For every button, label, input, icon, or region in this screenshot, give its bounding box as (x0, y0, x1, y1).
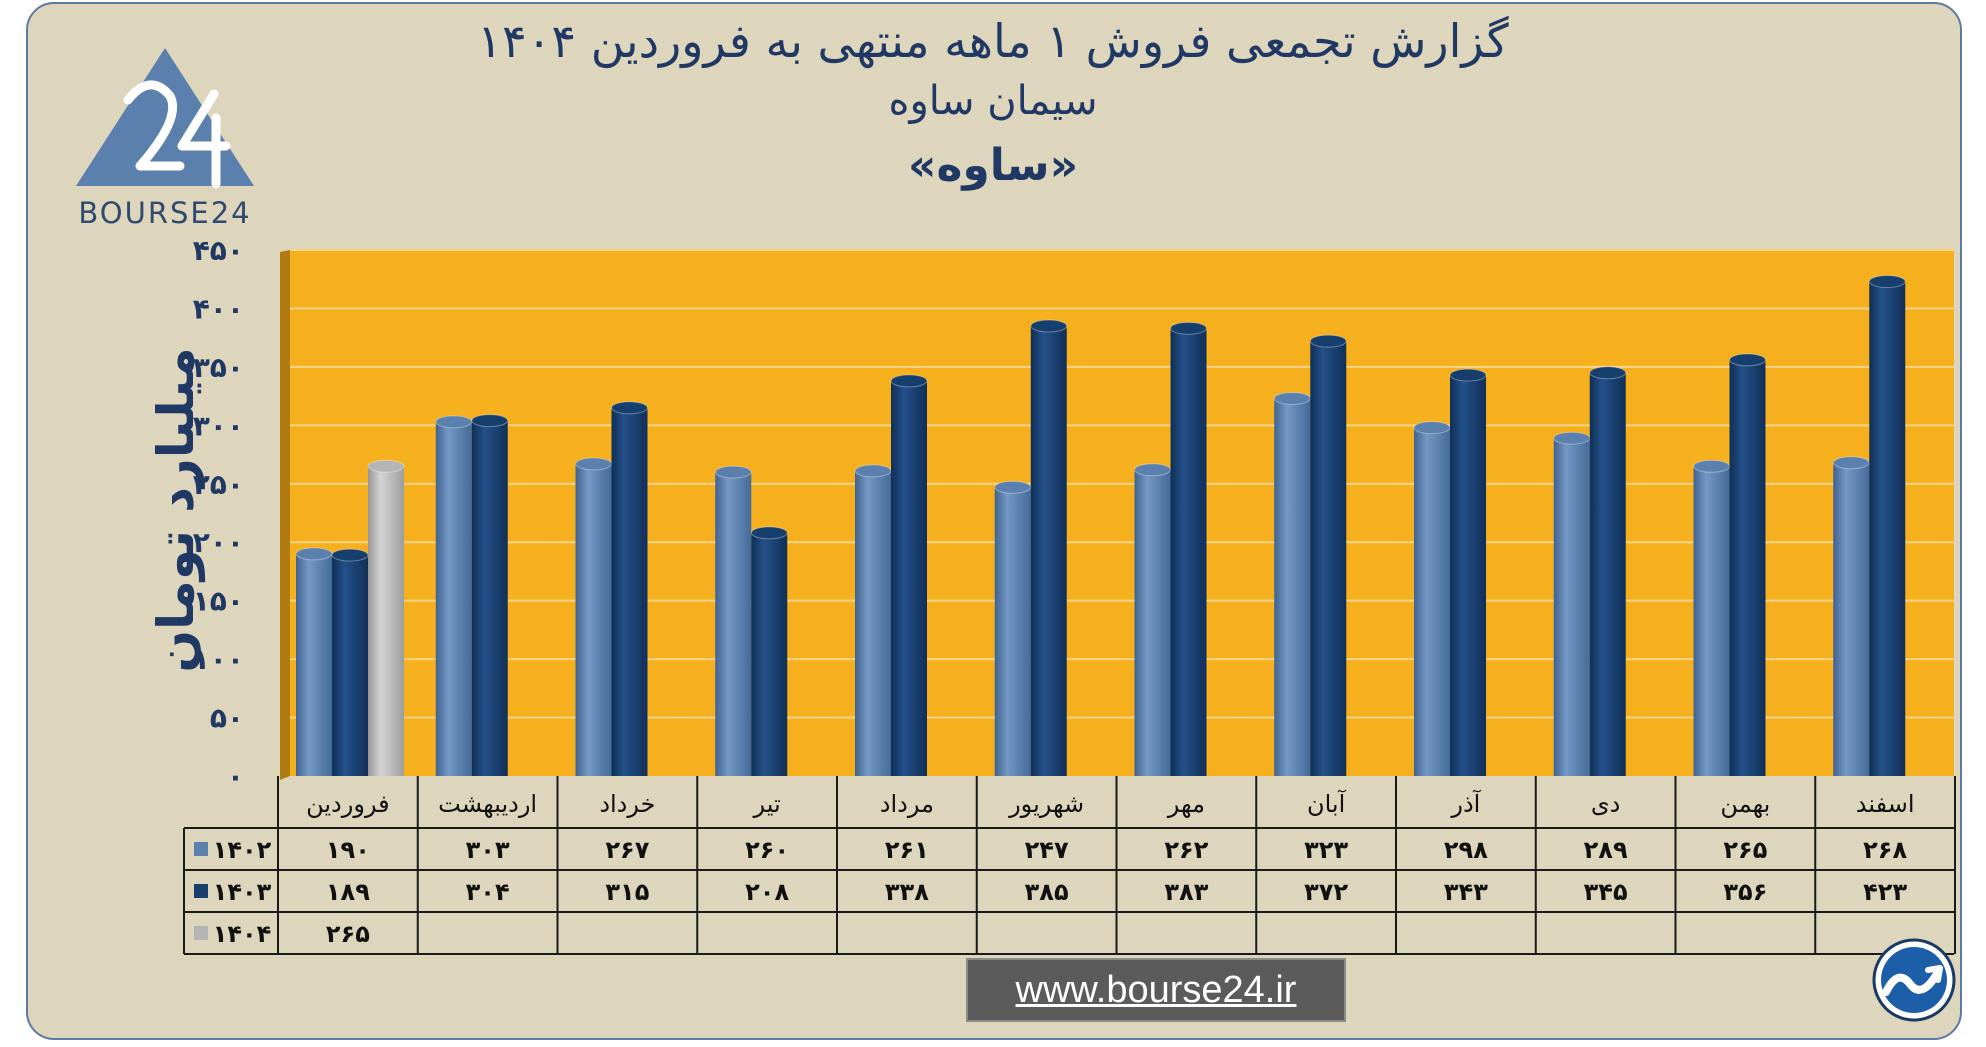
bar-1404-1 (367, 459, 405, 776)
legend-label-1403: ۱۴۰۳ (213, 878, 272, 906)
bourse24-trend-icon (1872, 938, 1956, 1022)
y-tick-label: ۱۰۰ (193, 643, 244, 676)
legend-label-1402: ۱۴۰۲ (213, 836, 272, 864)
bar-1403-1 (331, 548, 369, 776)
logo-text: BOURSE24 (78, 196, 252, 230)
y-tick-label: ۳۵۰ (193, 351, 244, 384)
data-label-1403: ۳۵۶ (1723, 878, 1767, 906)
ticker-symbol: «ساوه» (908, 140, 1078, 191)
company-name: سیمان ساوه (888, 78, 1098, 124)
bar-1403-4 (750, 526, 788, 776)
data-label-1403: ۳۱۵ (605, 878, 649, 906)
y-tick-label: ۱۵۰ (193, 585, 244, 618)
bar-1402-7 (1134, 463, 1171, 776)
data-label-1403: ۳۰۴ (466, 878, 510, 906)
website-link-box[interactable]: www.bourse24.ir (966, 958, 1346, 1022)
data-label-1403: ۴۲۳ (1863, 878, 1907, 906)
category-label: تیر (753, 790, 781, 818)
category-label: آبان (1307, 789, 1347, 818)
bar-1402-2 (435, 415, 473, 776)
bar-1402-5 (854, 464, 892, 776)
category-label: فروردین (306, 790, 390, 818)
bar-1402-4 (714, 465, 752, 776)
data-label-1402: ۳۰۳ (466, 836, 510, 864)
data-label-1402: ۳۲۳ (1304, 836, 1348, 864)
y-tick-label: ۰ (227, 760, 244, 793)
bar-1403-2 (471, 414, 509, 776)
data-label-1403: ۳۷۲ (1304, 878, 1348, 906)
category-label: اردیبهشت (438, 790, 537, 818)
y-tick-label: ۲۵۰ (193, 468, 244, 501)
bar-1403-5 (890, 374, 928, 776)
data-label-1402: ۱۹۰ (326, 836, 370, 864)
bourse24-logo-icon (76, 48, 254, 189)
y-tick-label: ۴۵۰ (193, 234, 244, 267)
data-label-1402: ۲۹۸ (1444, 836, 1488, 864)
bar-1402-8 (1273, 391, 1311, 776)
data-label-1403: ۲۰۸ (745, 878, 789, 906)
y-tick-label: ۲۰۰ (193, 526, 244, 559)
bar-1402-6 (994, 480, 1032, 776)
data-label-1403: ۳۳۸ (885, 878, 929, 906)
data-label-1402: ۲۶۷ (605, 836, 649, 864)
data-label-1402: ۲۴۷ (1025, 836, 1069, 864)
data-label-1402: ۲۸۹ (1584, 836, 1628, 864)
category-label: خرداد (599, 790, 655, 818)
bar-1403-10 (1589, 366, 1627, 776)
data-label-1402: ۲۶۰ (745, 836, 789, 864)
bar-1402-10 (1553, 431, 1591, 776)
website-link[interactable]: www.bourse24.ir (1015, 969, 1297, 1011)
data-label-1403: ۳۸۵ (1025, 878, 1069, 906)
bar-1403-7 (1170, 321, 1207, 776)
data-label-1404: ۲۶۵ (326, 920, 370, 948)
category-label: اسفند (1856, 790, 1915, 818)
bar-1402-11 (1693, 459, 1730, 776)
chart-title: گزارش تجمعی فروش ۱ ماهه منتهی به فروردین… (477, 14, 1509, 68)
bar-1403-9 (1449, 368, 1487, 776)
bar-1402-1 (295, 547, 333, 776)
data-label-1403: ۳۴۵ (1584, 878, 1628, 906)
data-label-1403: ۳۴۳ (1444, 878, 1488, 906)
bar-1403-12 (1868, 275, 1906, 776)
legend-swatch-1402 (194, 842, 208, 856)
category-label: شهریور (1008, 790, 1084, 818)
bar-1403-11 (1729, 353, 1766, 776)
data-label-1402: ۲۶۵ (1723, 836, 1767, 864)
bar-1402-9 (1413, 421, 1451, 776)
data-label-1402: ۲۶۲ (1164, 836, 1208, 864)
category-label: بهمن (1720, 790, 1770, 818)
data-label-1403: ۳۸۳ (1164, 878, 1208, 906)
data-label-1403: ۱۸۹ (326, 878, 370, 906)
category-label: آذر (1450, 789, 1481, 818)
y-tick-label: ۳۰۰ (193, 409, 244, 442)
legend-label-1404: ۱۴۰۴ (213, 920, 272, 948)
legend-swatch-1404 (194, 926, 208, 940)
category-label: مهر (1167, 790, 1205, 818)
plot-area (290, 250, 1954, 776)
category-label: دی (1591, 790, 1620, 818)
data-label-1402: ۲۶۸ (1863, 836, 1907, 864)
bar-1402-12 (1832, 456, 1870, 776)
plot-side-wall (280, 250, 290, 780)
category-label: مرداد (880, 790, 934, 818)
bar-1402-3 (575, 457, 612, 776)
legend-swatch-1403 (194, 884, 208, 898)
bar-1403-3 (611, 401, 648, 776)
y-tick-label: ۴۰۰ (193, 292, 244, 325)
y-tick-label: ۵۰ (210, 702, 244, 735)
bar-1403-6 (1030, 319, 1068, 776)
bar-1403-8 (1309, 334, 1347, 776)
data-label-1402: ۲۶۱ (885, 836, 929, 864)
